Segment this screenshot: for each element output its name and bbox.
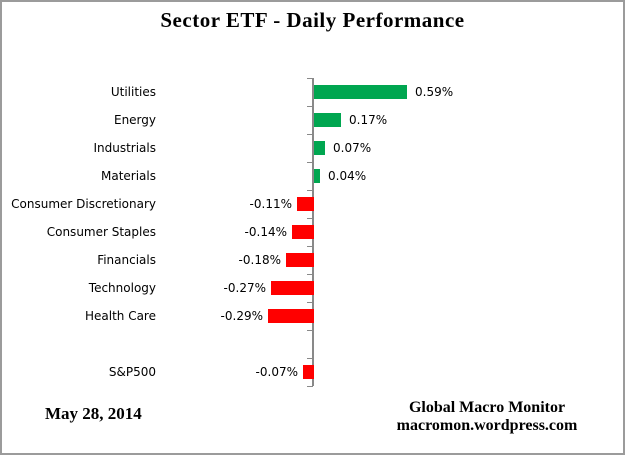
performance-bar [314, 169, 320, 183]
performance-bar [314, 85, 407, 99]
axis-tick [307, 358, 313, 359]
performance-bar [314, 141, 325, 155]
axis-tick [307, 218, 313, 219]
axis-tick [307, 302, 313, 303]
value-label: -0.27% [223, 281, 266, 295]
axis-tick [307, 330, 313, 331]
chart-title: Sector ETF - Daily Performance [160, 8, 465, 32]
axis-tick [307, 134, 313, 135]
category-label: Consumer Discretionary [11, 197, 156, 211]
category-label: Technology [88, 281, 156, 295]
value-label: -0.14% [244, 225, 287, 239]
category-label: Health Care [84, 309, 156, 323]
category-label: Materials [100, 169, 156, 183]
source-name: Global Macro Monitor [408, 399, 566, 416]
performance-bar [268, 309, 314, 323]
category-label: Utilities [110, 85, 156, 99]
category-label: Energy [113, 113, 156, 127]
axis-tick [307, 162, 313, 163]
performance-bar [303, 365, 314, 379]
performance-bar [292, 225, 314, 239]
axis-tick [307, 190, 313, 191]
performance-bar [286, 253, 314, 267]
category-label: S&P500 [108, 365, 156, 379]
category-label: Industrials [93, 141, 156, 155]
performance-bar [314, 113, 341, 127]
value-label: -0.29% [220, 309, 263, 323]
value-label: 0.17% [349, 113, 388, 127]
category-label: Consumer Staples [46, 225, 156, 239]
performance-bar [271, 281, 314, 295]
axis-tick [307, 106, 313, 107]
axis-tick [307, 386, 313, 387]
source-url: macromon.wordpress.com [396, 417, 578, 434]
axis-tick [307, 78, 313, 79]
value-label: 0.59% [415, 85, 454, 99]
value-label: -0.07% [255, 365, 298, 379]
value-label: -0.11% [249, 197, 292, 211]
axis-tick [307, 246, 313, 247]
date-label: May 28, 2014 [45, 404, 142, 423]
value-label: 0.07% [333, 141, 372, 155]
axis-tick [307, 274, 313, 275]
performance-bar [297, 197, 314, 211]
value-label: 0.04% [328, 169, 367, 183]
value-label: -0.18% [238, 253, 281, 267]
category-label: Financials [97, 253, 156, 267]
source-attribution: Global Macro Monitor macromon.wordpress.… [342, 399, 623, 435]
